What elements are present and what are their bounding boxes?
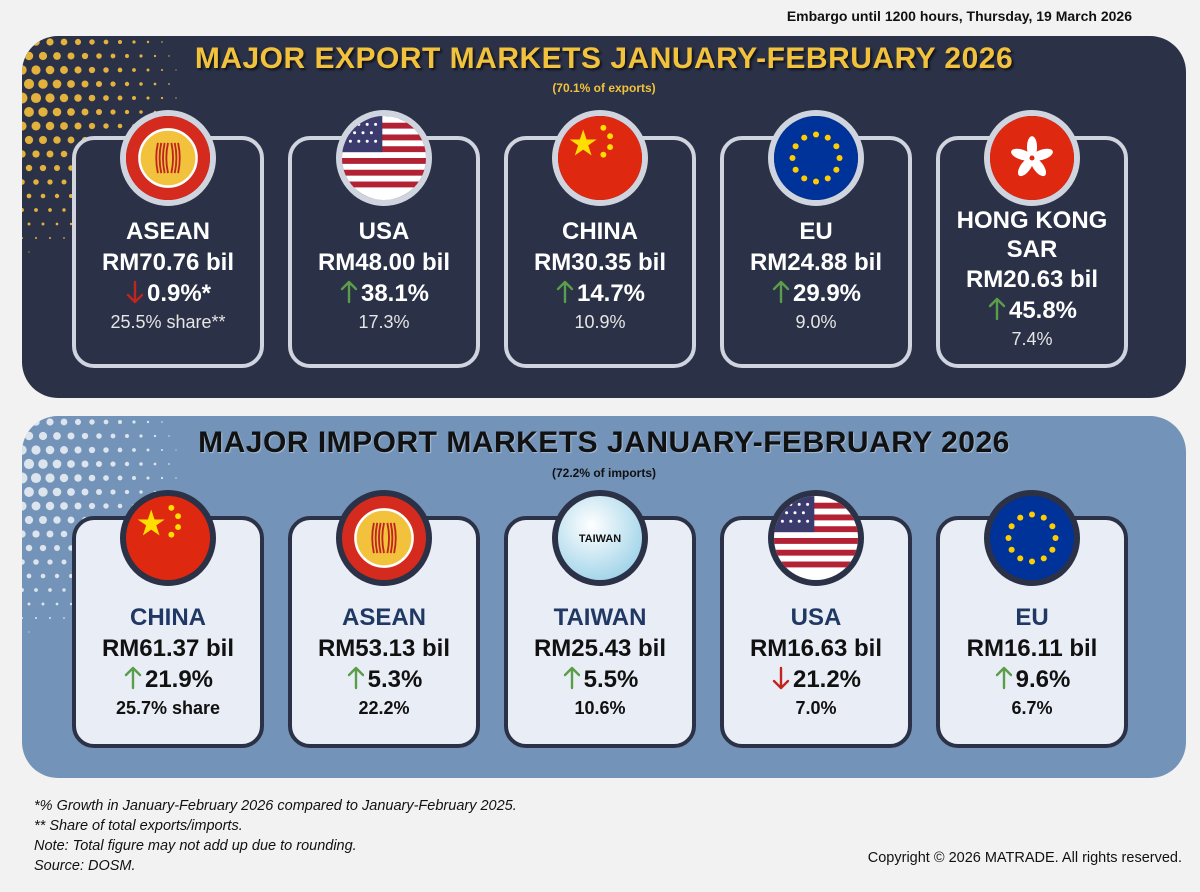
export-card-hong-kong: HONG KONG SAR RM20.63 bil 45.8% 7.4% [936,110,1128,368]
arrow-down-icon [125,280,145,304]
market-value: RM16.63 bil [749,635,883,662]
import-card-eu: EU RM16.11 bil 9.6% 6.7% [936,490,1128,748]
market-share: 9.0% [795,312,837,332]
export-markets-panel: MAJOR EXPORT MARKETS JANUARY-FEBRUARY 20… [22,36,1186,398]
footnote-rounding: Note: Total figure may not add up due to… [34,838,357,854]
market-growth: 5.5% [508,664,692,695]
market-value: RM20.63 bil [965,266,1099,293]
arrow-up-icon [346,666,366,690]
market-growth: 14.7% [508,278,692,309]
market-value: RM53.13 bil [317,635,451,662]
market-name: EU [799,218,833,245]
usa-flag-icon [336,110,432,206]
china-flag-icon [552,110,648,206]
market-share: 25.7% share [115,698,221,718]
market-name-line1: HONG KONG [956,207,1108,234]
arrow-down-icon [771,666,791,690]
market-growth: 21.9% [76,664,260,695]
market-name: ASEAN [341,604,426,631]
market-value: RM30.35 bil [533,249,667,276]
market-growth: 5.3% [292,664,476,695]
footnote-growth: *% Growth in January-February 2026 compa… [34,798,517,814]
import-card-asean: ASEAN RM53.13 bil 5.3% 22.2% [288,490,480,748]
taiwan-badge-icon: TAIWAN [552,490,648,586]
arrow-up-icon [339,280,359,304]
arrow-up-icon [123,666,143,690]
export-subtitle: (70.1% of exports) [552,81,656,95]
import-card-usa: USA RM16.63 bil 21.2% 7.0% [720,490,912,748]
arrow-up-icon [987,297,1007,321]
arrow-up-icon [555,280,575,304]
export-card-usa: USA RM48.00 bil 38.1% 17.3% [288,110,480,368]
market-name: USA [790,604,842,631]
copyright: Copyright © 2026 MATRADE. All rights res… [867,850,1182,866]
market-share: 7.0% [795,698,837,718]
market-share: 7.4% [1011,329,1053,349]
usa-flag-icon [768,490,864,586]
market-share: 25.5% share** [110,312,226,332]
market-share: 17.3% [358,312,410,332]
market-name: USA [358,218,410,245]
import-title: MAJOR IMPORT MARKETS JANUARY-FEBRUARY 20… [198,426,1010,459]
export-title: MAJOR EXPORT MARKETS JANUARY-FEBRUARY 20… [194,42,1014,75]
market-value: RM24.88 bil [749,249,883,276]
market-name: ASEAN [125,218,210,245]
hong-kong-flag-icon [984,110,1080,206]
footnote-source: Source: DOSM. [34,858,136,874]
import-card-china: CHINA RM61.37 bil 21.9% 25.7% share [72,490,264,748]
taiwan-badge-label: TAIWAN [579,533,621,545]
market-share: 10.9% [574,312,626,332]
market-share: 6.7% [1011,698,1053,718]
market-share: 22.2% [358,698,410,718]
market-value: RM48.00 bil [317,249,451,276]
arrow-up-icon [562,666,582,690]
arrow-up-icon [994,666,1014,690]
arrow-up-icon [771,280,791,304]
market-growth: 0.9%* [76,278,260,309]
market-name: TAIWAN [553,604,647,631]
market-name-line2: SAR [1006,236,1058,263]
market-value: RM61.37 bil [101,635,235,662]
import-markets-panel: MAJOR IMPORT MARKETS JANUARY-FEBRUARY 20… [22,416,1186,778]
market-growth: 45.8% [940,295,1124,326]
market-growth: 21.2% [724,664,908,695]
market-growth: 29.9% [724,278,908,309]
import-subtitle: (72.2% of imports) [551,466,656,480]
market-value: RM16.11 bil [966,635,1098,662]
asean-flag-icon [120,110,216,206]
market-value: RM70.76 bil [101,249,235,276]
market-name: CHINA [130,604,206,631]
embargo-notice: Embargo until 1200 hours, Thursday, 19 M… [786,8,1132,24]
market-value: RM25.43 bil [533,635,667,662]
export-card-asean: ASEAN RM70.76 bil 0.9%* 25.5% share** [72,110,264,368]
market-name: CHINA [562,218,638,245]
china-flag-icon [120,490,216,586]
export-card-china: CHINA RM30.35 bil 14.7% 10.9% [504,110,696,368]
market-share: 10.6% [574,698,626,718]
asean-flag-icon [336,490,432,586]
export-card-eu: EU RM24.88 bil 29.9% 9.0% [720,110,912,368]
footnote-share: ** Share of total exports/imports. [34,818,243,834]
eu-flag-icon [768,110,864,206]
market-name: EU [1015,604,1049,631]
market-growth: 9.6% [940,664,1124,695]
import-card-taiwan: TAIWAN TAIWAN RM25.43 bil 5.5% 10.6% [504,490,696,748]
eu-flag-icon [984,490,1080,586]
footnotes: *% Growth in January-February 2026 compa… [34,796,517,876]
market-growth: 38.1% [292,278,476,309]
